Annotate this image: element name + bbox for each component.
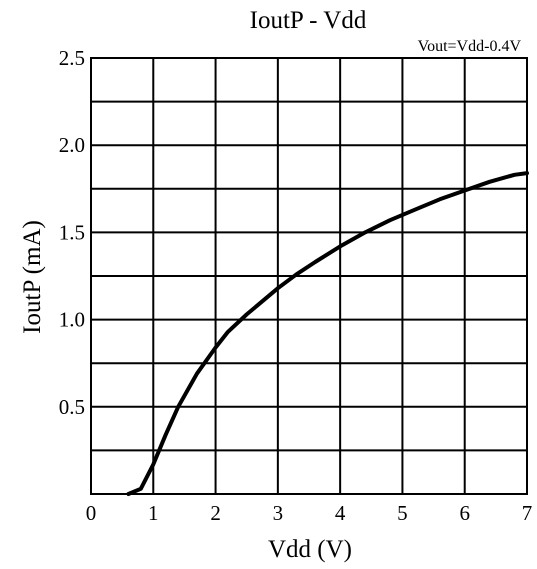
x-tick-label: 5: [397, 501, 408, 525]
x-tick-label: 0: [86, 501, 97, 525]
x-tick-label: 6: [459, 501, 470, 525]
x-tick-label: 2: [210, 501, 221, 525]
y-axis-label: IoutP (mA): [19, 220, 46, 334]
y-tick-labels: 0.5 1.0 1.5 2.0 2.5: [59, 46, 85, 419]
y-tick-label: 2.0: [59, 133, 85, 157]
grid: [91, 58, 527, 494]
x-tick-labels: 0 1 2 3 4 5 6 7: [86, 501, 533, 525]
y-tick-label: 1.5: [59, 220, 85, 244]
y-tick-label: 1.0: [59, 308, 85, 332]
x-tick-label: 1: [148, 501, 159, 525]
series-line: [126, 171, 529, 496]
chart-title: IoutP - Vdd: [250, 7, 367, 34]
x-tick-label: 7: [522, 501, 533, 525]
plot-frame: [90, 57, 528, 495]
x-axis-label: Vdd (V): [268, 536, 352, 563]
chart-annotation: Vout=Vdd-0.4V: [418, 38, 522, 55]
y-tick-label: 2.5: [59, 46, 85, 70]
x-tick-label: 3: [273, 501, 284, 525]
x-tick-label: 4: [335, 501, 346, 525]
y-tick-label: 0.5: [59, 395, 85, 419]
